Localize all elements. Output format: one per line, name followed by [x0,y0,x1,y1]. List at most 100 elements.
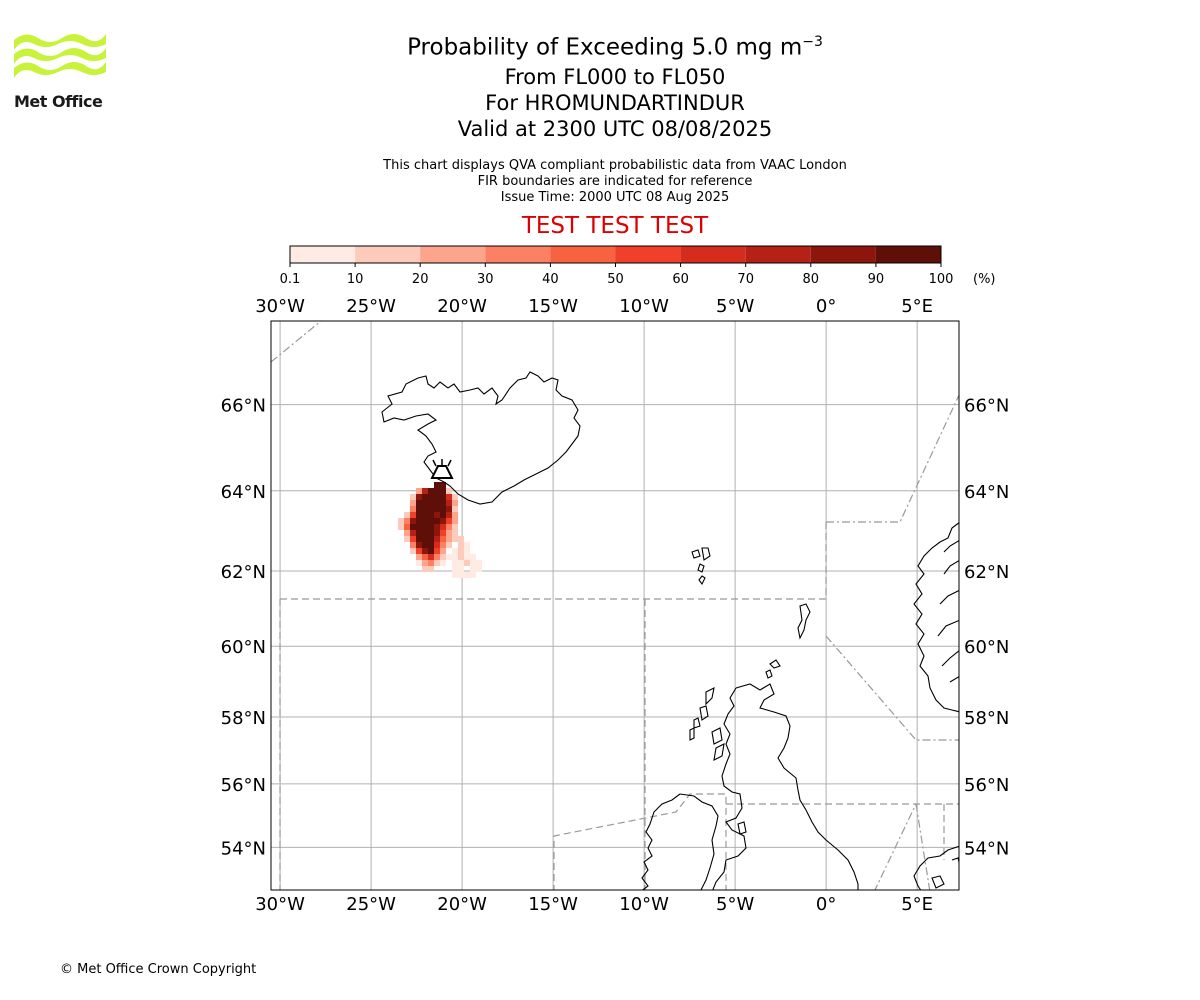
ash-cell [434,548,440,554]
coastline-shetland [797,603,811,640]
ash-cell [452,506,458,512]
ash-cell [470,560,476,566]
colorbar-segment [290,246,356,263]
colorbar-segment [550,246,616,263]
subtitle-line: FIR boundaries are indicated for referen… [477,174,753,189]
ash-cell [422,536,428,542]
colorbar-tick-label: 40 [542,272,559,287]
latitude-label: 60°N [221,637,266,658]
longitude-label: 5°E [901,894,933,915]
ash-cell [458,542,464,548]
ash-cell [428,494,434,500]
ash-cell [434,536,440,542]
chart-subtitle: This chart displays QVA compliant probab… [0,158,1200,206]
ash-cell [434,494,440,500]
latitude-label: 60°N [964,637,1009,658]
ash-cell [458,554,464,560]
ash-cell [422,500,428,506]
longitude-label: 0° [816,296,836,317]
coastline-great-britain [712,683,859,890]
longitude-label: 15°W [528,296,578,317]
colorbar-tick-label: 100 [929,272,954,287]
colorbar-segment [745,246,811,263]
coastline-ireland [641,793,719,890]
ash-cell [416,548,422,554]
ash-cell [440,536,446,542]
volcano-name: For HROMUNDARTINDUR [485,90,745,115]
ash-cell [404,530,410,536]
ash-cell [410,548,416,554]
colorbar-segment [615,246,681,263]
ash-cell [452,494,458,500]
colorbar-tick-label: 90 [868,272,885,287]
ash-cell [422,518,428,524]
ash-cell [446,518,452,524]
colorbar-tick-label: 60 [672,272,689,287]
colorbar-tick-label: 80 [803,272,820,287]
test-banner: TEST TEST TEST [521,213,709,239]
ash-cell [464,548,470,554]
ash-cell [422,530,428,536]
ash-cell [452,524,458,530]
valid-time: Valid at 2300 UTC 08/08/2025 [457,116,773,141]
latitude-label: 62°N [964,562,1009,583]
coastline-iceland [381,371,581,505]
longitude-label: 25°W [346,894,396,915]
ash-cell [398,524,404,530]
latitude-label: 66°N [964,396,1009,417]
ash-cell [434,554,440,560]
longitude-label: 20°W [437,296,487,317]
latitude-label: 64°N [221,482,266,503]
ash-cell [428,530,434,536]
latitude-label: 56°N [964,775,1009,796]
ash-cell [440,524,446,530]
ash-cell [416,554,422,560]
ash-cell [446,524,452,530]
volcano-marker [430,459,454,479]
latitude-label: 58°N [221,708,266,729]
ash-cell [446,542,452,548]
ash-cell [428,518,434,524]
ash-cell [476,560,482,566]
ash-cell [440,542,446,548]
latitude-label: 66°N [221,396,266,417]
ash-cell [452,500,458,506]
logo-text: Met Office [14,92,103,111]
longitude-label: 10°W [619,894,669,915]
ash-cell [416,518,422,524]
ash-cell [428,536,434,542]
ash-cell [446,554,452,560]
ash-cell [416,512,422,518]
ash-cell [404,524,410,530]
ash-cell [422,512,428,518]
ash-cell [410,518,416,524]
ash-cell [428,548,434,554]
ash-cell [440,506,446,512]
ash-cell [470,566,476,572]
ash-cell [410,524,416,530]
ash-cell [410,536,416,542]
ash-cell [434,500,440,506]
colorbar-tick-label: 20 [412,272,429,287]
colorbar: 0.1 10 20 30 40 50 60 70 80 90 100 (%) [280,245,996,287]
met-office-waves-icon [14,34,106,78]
ash-cell [416,560,422,566]
ash-cell [440,500,446,506]
longitude-label: 5°E [901,296,933,317]
colorbar-tick-label: 70 [737,272,754,287]
ash-cell [428,542,434,548]
ash-cell [440,518,446,524]
colorbar-unit: (%) [973,272,996,287]
ash-cell [434,524,440,530]
colorbar-segment [875,246,941,263]
longitude-label: 0° [816,894,836,915]
ash-cell [422,506,428,512]
ash-cell [416,524,422,530]
ash-cell [452,572,458,578]
longitude-label: 25°W [346,296,396,317]
ash-cell [446,488,452,494]
page-title: Probability of Exceeding 5.0 mg m−3 [407,34,823,61]
latitude-label: 64°N [964,482,1009,503]
ash-cell [416,536,422,542]
